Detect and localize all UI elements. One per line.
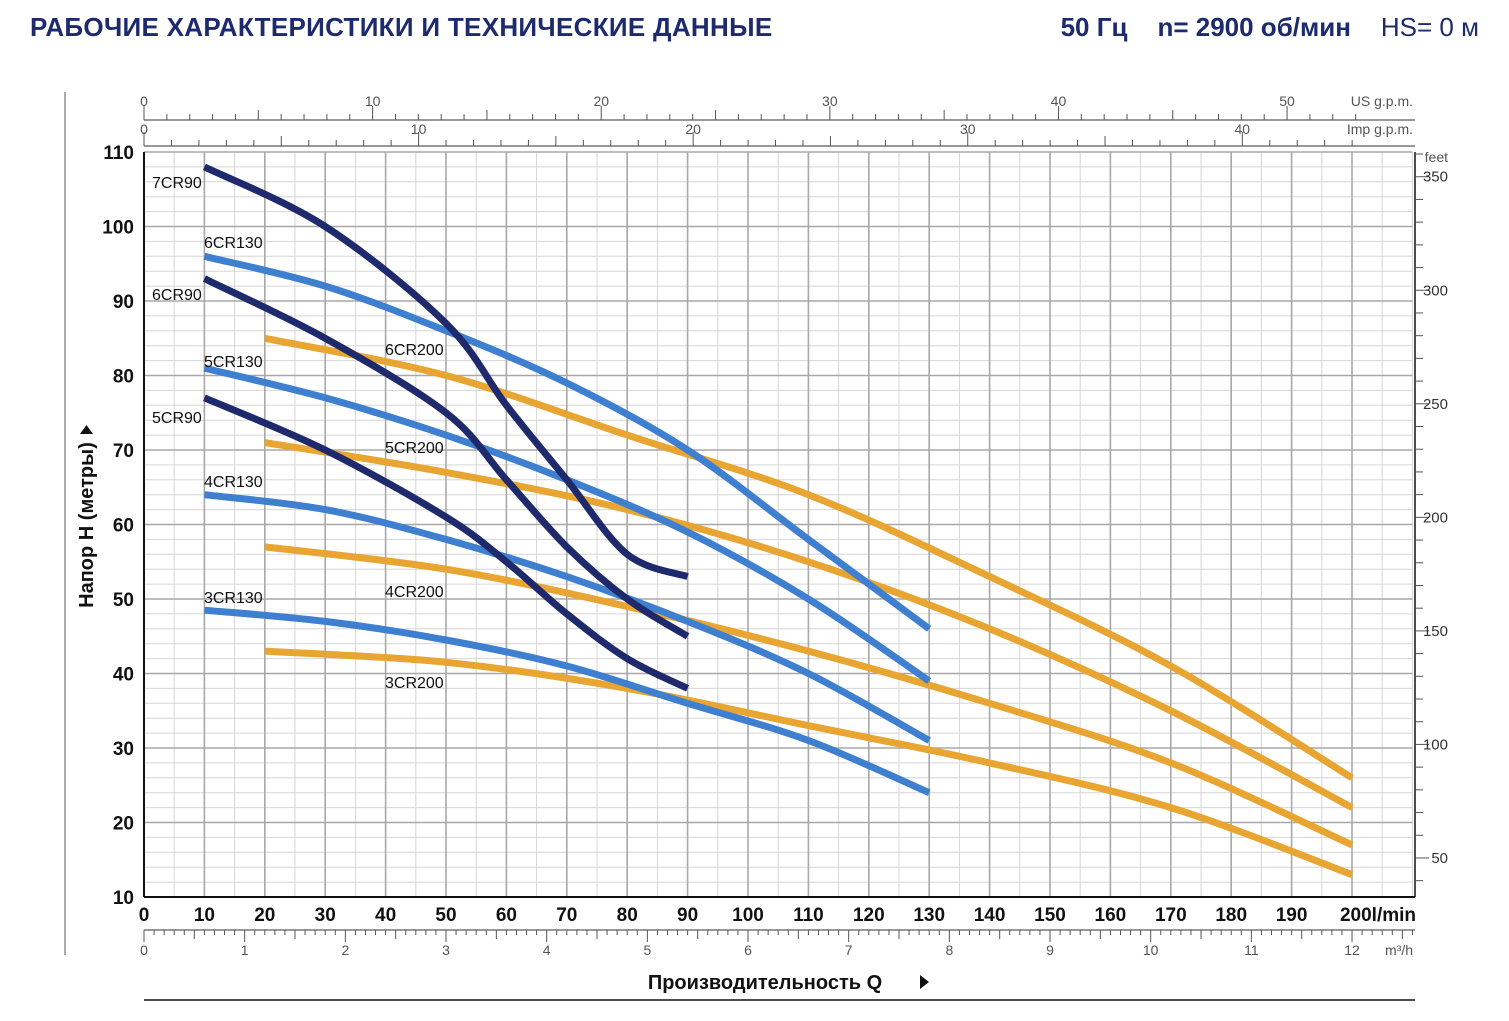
us-gpm-label: 50 — [1279, 93, 1295, 109]
hs-label: HS= 0 м — [1380, 12, 1479, 42]
y-axis-title: Напор H (метры) — [76, 442, 98, 608]
header-specs: 50 Гц n= 2900 об/мин HS= 0 м — [1061, 12, 1479, 43]
feet-unit: feet — [1425, 149, 1448, 165]
imp-gpm-unit: Imp g.p.m. — [1347, 121, 1413, 137]
us-gpm-label: 40 — [1051, 93, 1067, 109]
feet-label: 150 — [1423, 623, 1448, 640]
m3h-label: 12 — [1344, 942, 1360, 958]
y-tick-label: 50 — [113, 590, 134, 611]
y-tick-label: 10 — [113, 888, 134, 909]
x-tick-label: 90 — [677, 905, 698, 926]
curve-3CR200 — [264, 647, 1354, 878]
x-tick-label: 170 — [1155, 905, 1187, 926]
curve-3CR130 — [204, 606, 931, 796]
y-tick-label: 70 — [113, 441, 134, 462]
feet-label: 50 — [1431, 850, 1448, 867]
x-tick-label: 40 — [375, 905, 396, 926]
x-axis-title: Производительность Q — [648, 972, 882, 994]
m3h-label: 6 — [744, 942, 752, 958]
m3h-label: 8 — [945, 942, 953, 958]
m3h-label: 9 — [1046, 942, 1054, 958]
x-tick-label: 160 — [1095, 905, 1127, 926]
x-tick-label: 180 — [1215, 905, 1247, 926]
feet-label: 300 — [1423, 282, 1448, 299]
x-tick-label: 0 — [139, 905, 150, 926]
curve-6CR90 — [202, 275, 690, 640]
curve-5CR200 — [264, 439, 1354, 811]
y-axis-arrow-icon — [80, 425, 93, 434]
us-gpm-unit: US g.p.m. — [1351, 93, 1413, 109]
m3h-label: 2 — [341, 942, 349, 958]
x-tick-label: 130 — [913, 905, 945, 926]
curve-label-7CR90: 7CR90 — [152, 175, 202, 192]
y-tick-label: 60 — [113, 516, 134, 537]
us-gpm-label: 20 — [593, 93, 609, 109]
m3h-unit: m³/h — [1385, 942, 1413, 958]
x-tick-label: 20 — [254, 905, 275, 926]
feet-label: 250 — [1423, 396, 1448, 413]
imp-gpm-label: 30 — [960, 121, 976, 137]
m3h-label: 3 — [442, 942, 450, 958]
curve-label-3CR130: 3CR130 — [204, 590, 263, 607]
speed-label: n= 2900 об/мин — [1157, 12, 1351, 42]
x-tick-label: 190 — [1276, 905, 1308, 926]
m3h-label: 4 — [543, 942, 551, 958]
curve-label-6CR130: 6CR130 — [204, 235, 263, 252]
m3h-label: 11 — [1244, 942, 1259, 958]
y-tick-label: 40 — [113, 665, 134, 686]
x-tick-label: 60 — [496, 905, 517, 926]
page-title: РАБОЧИЕ ХАРАКТЕРИСТИКИ И ТЕХНИЧЕСКИЕ ДАН… — [30, 12, 773, 42]
imp-gpm-label: 10 — [411, 121, 427, 137]
y-tick-label: 100 — [102, 218, 134, 239]
m3h-label: 0 — [140, 942, 148, 958]
curve-label-5CR90: 5CR90 — [152, 410, 202, 427]
curve-4CR130 — [203, 491, 931, 744]
x-tick-label: 140 — [974, 905, 1006, 926]
us-gpm-label: 10 — [365, 93, 381, 109]
y-tick-label: 20 — [113, 814, 134, 835]
m3h-label: 5 — [643, 942, 651, 958]
curve-label-6CR90: 6CR90 — [152, 287, 202, 304]
x-tick-label: 70 — [556, 905, 577, 926]
x-tick-label: 10 — [194, 905, 215, 926]
curve-4CR200 — [264, 543, 1354, 849]
imp-gpm-label: 40 — [1235, 121, 1251, 137]
curve-label-5CR130: 5CR130 — [204, 354, 263, 371]
x-tick-label: 30 — [315, 905, 336, 926]
x-tick-label: 120 — [853, 905, 885, 926]
us-gpm-label: 30 — [822, 93, 838, 109]
feet-label: 100 — [1423, 736, 1448, 753]
y-tick-label: 30 — [113, 739, 134, 760]
curve-6CR200 — [264, 334, 1354, 781]
x-tick-label: 150 — [1034, 905, 1066, 926]
x-tick-label: 80 — [617, 905, 638, 926]
curve-label-6CR200: 6CR200 — [385, 342, 444, 359]
curve-label-3CR200: 3CR200 — [385, 675, 444, 692]
m3h-label: 1 — [241, 942, 249, 958]
y-tick-label: 110 — [103, 143, 134, 164]
y-tick-label: 90 — [113, 292, 134, 313]
m3h-label: 7 — [845, 942, 853, 958]
curve-label-4CR130: 4CR130 — [204, 474, 263, 491]
frequency-label: 50 Гц — [1060, 12, 1128, 42]
x-tick-label: 50 — [435, 905, 456, 926]
curve-6CR130 — [203, 252, 932, 632]
us-gpm-label: 0 — [140, 93, 148, 109]
curve-label-5CR200: 5CR200 — [385, 440, 444, 457]
x-tick-label: 110 — [793, 905, 824, 926]
imp-gpm-label: 20 — [685, 121, 701, 137]
curve-5CR90 — [203, 394, 690, 692]
curve-7CR90 — [202, 163, 689, 580]
feet-label: 200 — [1423, 509, 1448, 526]
x-axis-arrow-icon — [920, 975, 929, 989]
m3h-label: 10 — [1143, 942, 1159, 958]
feet-label: 350 — [1423, 169, 1448, 186]
imp-gpm-label: 0 — [140, 121, 148, 137]
curve-label-4CR200: 4CR200 — [385, 584, 444, 601]
y-tick-label: 80 — [113, 367, 134, 388]
x-tick-label: 200l/min — [1340, 905, 1416, 926]
x-tick-label: 100 — [732, 905, 764, 926]
